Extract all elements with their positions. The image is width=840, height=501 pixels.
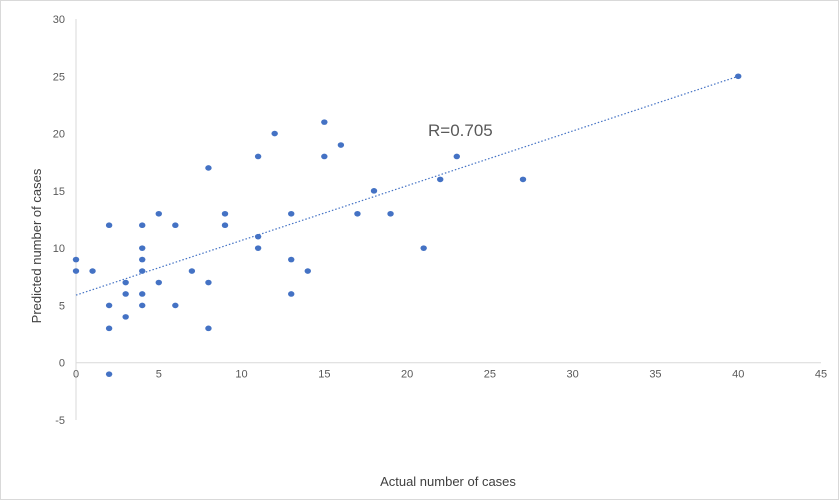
data-point bbox=[89, 268, 96, 274]
trendline-group bbox=[75, 75, 739, 296]
data-point bbox=[105, 371, 113, 377]
data-point bbox=[271, 130, 278, 137]
x-tick-labels: 0 5 10 15 20 25 30 35 40 45 bbox=[73, 369, 827, 381]
data-point bbox=[122, 314, 129, 320]
x-tick-label: 5 bbox=[156, 369, 162, 381]
data-point bbox=[205, 279, 212, 286]
data-point bbox=[139, 222, 146, 229]
y-tick-label: 15 bbox=[53, 186, 65, 198]
data-point bbox=[420, 245, 427, 251]
data-point bbox=[254, 245, 262, 251]
trendline bbox=[75, 75, 739, 296]
data-points bbox=[72, 73, 742, 377]
data-point bbox=[172, 302, 179, 309]
y-tick-label: 20 bbox=[53, 129, 65, 141]
x-tick-label: 15 bbox=[318, 369, 330, 381]
data-point bbox=[321, 153, 328, 160]
y-tick-label: 25 bbox=[53, 71, 65, 83]
data-point bbox=[139, 291, 146, 297]
data-point bbox=[155, 210, 162, 217]
y-tick-labels: -5 0 5 10 15 20 25 30 bbox=[53, 14, 65, 427]
data-point bbox=[139, 245, 146, 251]
x-tick-label: 40 bbox=[732, 369, 744, 381]
data-point bbox=[172, 222, 179, 229]
data-point bbox=[288, 256, 295, 263]
x-tick-label: 45 bbox=[815, 369, 827, 381]
data-point bbox=[288, 291, 295, 297]
data-point bbox=[354, 210, 361, 217]
data-point bbox=[437, 176, 444, 183]
x-tick-label: 35 bbox=[649, 369, 661, 381]
y-tick-label: -5 bbox=[55, 415, 65, 427]
data-point bbox=[205, 325, 212, 332]
data-point bbox=[122, 291, 129, 297]
x-tick-label: 30 bbox=[567, 369, 579, 381]
data-point bbox=[139, 268, 146, 274]
data-point bbox=[254, 233, 262, 240]
data-point bbox=[221, 222, 229, 229]
x-axis-label: Actual number of cases bbox=[380, 474, 516, 489]
data-point bbox=[387, 210, 394, 217]
r-value-annotation: R=0.705 bbox=[428, 121, 493, 140]
data-point bbox=[122, 279, 129, 286]
data-point bbox=[105, 325, 113, 332]
data-point bbox=[221, 210, 229, 217]
data-point bbox=[735, 73, 742, 80]
data-point bbox=[205, 165, 212, 171]
data-point bbox=[254, 153, 262, 160]
y-tick-label: 0 bbox=[59, 358, 65, 370]
x-tick-label: 20 bbox=[401, 369, 413, 381]
y-tick-label: 5 bbox=[59, 300, 65, 312]
data-point bbox=[188, 268, 196, 274]
x-tick-label: 25 bbox=[484, 369, 496, 381]
data-point bbox=[304, 268, 311, 274]
data-point bbox=[105, 302, 113, 309]
data-point bbox=[370, 188, 378, 194]
data-point bbox=[139, 256, 146, 263]
data-point bbox=[105, 222, 113, 229]
data-point bbox=[72, 256, 80, 263]
data-point bbox=[155, 279, 162, 286]
y-axis-label: Predicted number of cases bbox=[29, 168, 44, 323]
y-tick-label: 10 bbox=[53, 243, 65, 255]
data-point bbox=[321, 119, 328, 125]
data-point bbox=[519, 176, 527, 183]
data-point bbox=[288, 210, 295, 217]
data-point bbox=[72, 268, 80, 274]
y-tick-label: 30 bbox=[53, 14, 65, 26]
x-tick-label: 0 bbox=[73, 369, 79, 381]
data-point bbox=[337, 142, 345, 148]
data-point bbox=[453, 153, 460, 160]
x-tick-label: 10 bbox=[235, 369, 247, 381]
data-point bbox=[139, 302, 146, 309]
